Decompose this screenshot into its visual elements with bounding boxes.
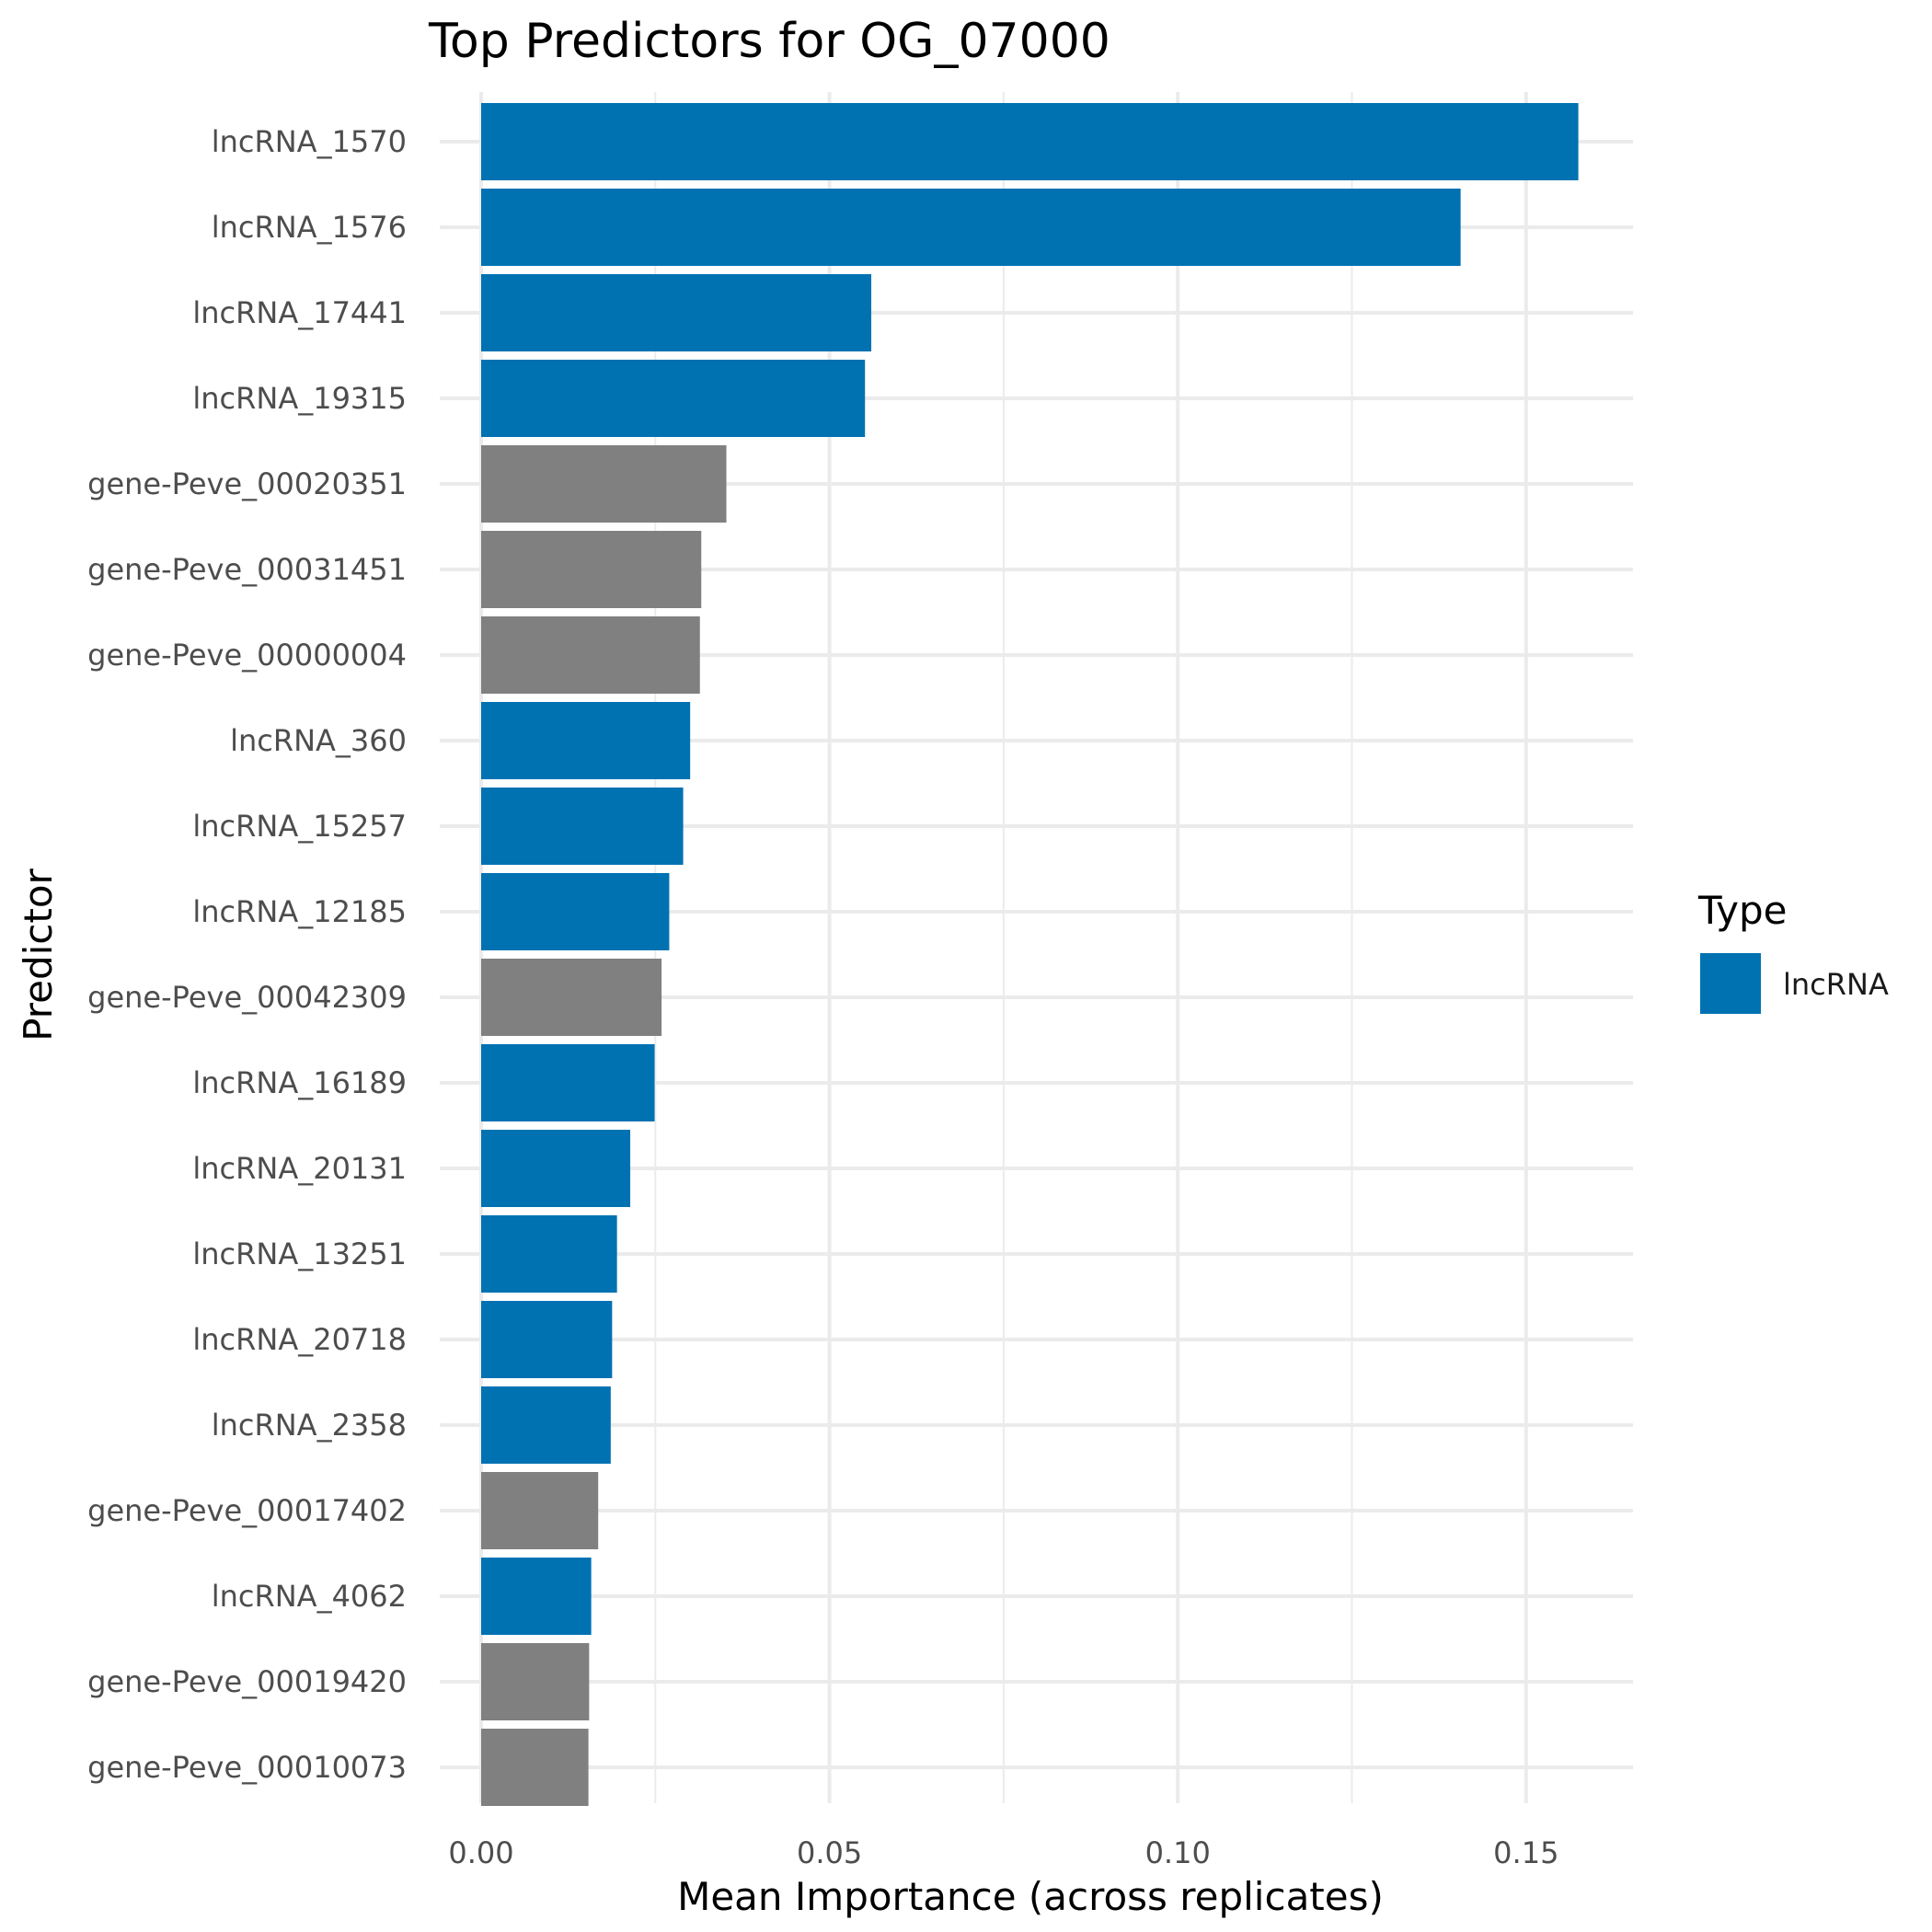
bar xyxy=(481,788,684,865)
y-tick-label: lncRNA_16189 xyxy=(192,1065,407,1100)
y-tick-label: gene-Peve_00000004 xyxy=(87,638,407,673)
y-tick-label: lncRNA_2358 xyxy=(212,1408,407,1443)
bar xyxy=(481,1130,631,1207)
bar xyxy=(481,616,700,694)
bar xyxy=(481,189,1461,266)
bar xyxy=(481,445,727,523)
x-tick-label: 0.05 xyxy=(797,1835,862,1870)
bar xyxy=(481,873,670,950)
y-axis-tick-labels: lncRNA_1570 lncRNA_1576 lncRNA_17441 lncRNA… xyxy=(87,124,407,1785)
x-axis-tick-labels: 0.00 0.05 0.10 0.15 xyxy=(448,1835,1558,1870)
legend: Type lncRNA xyxy=(1697,888,1889,1014)
x-tick-label: 0.00 xyxy=(448,1835,513,1870)
bar xyxy=(481,1215,617,1293)
y-tick-label: lncRNA_360 xyxy=(230,723,407,758)
y-tick-label: lncRNA_4062 xyxy=(212,1579,407,1614)
legend-label-lncrna: lncRNA xyxy=(1783,967,1889,1002)
chart-title: Top Predictors for OG_07000 xyxy=(428,14,1110,69)
y-tick-label: lncRNA_20131 xyxy=(192,1151,407,1186)
bar xyxy=(481,1643,590,1720)
y-tick-label: lncRNA_12185 xyxy=(192,894,407,929)
legend-title: Type xyxy=(1697,888,1787,933)
y-tick-label: gene-Peve_00020351 xyxy=(87,466,407,501)
y-axis-title: Predictor xyxy=(16,868,61,1041)
y-tick-label: gene-Peve_00017402 xyxy=(87,1493,407,1528)
bar xyxy=(481,1558,592,1635)
y-tick-label: lncRNA_15257 xyxy=(192,809,407,844)
bar xyxy=(481,360,866,437)
bar xyxy=(481,1386,611,1464)
x-axis-title: Mean Importance (across replicates) xyxy=(677,1874,1384,1919)
y-tick-label: lncRNA_1570 xyxy=(212,124,407,159)
legend-swatch-lncrna xyxy=(1700,953,1761,1014)
bar xyxy=(481,1472,599,1549)
y-tick-label: lncRNA_1576 xyxy=(212,210,407,245)
y-tick-label: gene-Peve_00031451 xyxy=(87,552,407,587)
y-tick-label: gene-Peve_00019420 xyxy=(87,1664,407,1699)
y-tick-label: lncRNA_19315 xyxy=(192,381,407,416)
x-tick-label: 0.10 xyxy=(1145,1835,1211,1870)
bar xyxy=(481,103,1579,180)
y-tick-label: lncRNA_13251 xyxy=(192,1236,407,1271)
y-tick-label: gene-Peve_00010073 xyxy=(87,1750,407,1785)
bar xyxy=(481,274,872,351)
y-tick-label: gene-Peve_00042309 xyxy=(87,980,407,1015)
bar xyxy=(481,1729,589,1806)
bar xyxy=(481,1301,613,1378)
bar xyxy=(481,1044,655,1121)
bar xyxy=(481,959,662,1036)
y-tick-label: lncRNA_17441 xyxy=(192,295,407,330)
bars xyxy=(481,103,1579,1806)
bar xyxy=(481,531,702,608)
x-tick-label: 0.15 xyxy=(1493,1835,1558,1870)
y-tick-label: lncRNA_20718 xyxy=(192,1322,407,1357)
bar xyxy=(481,702,691,779)
